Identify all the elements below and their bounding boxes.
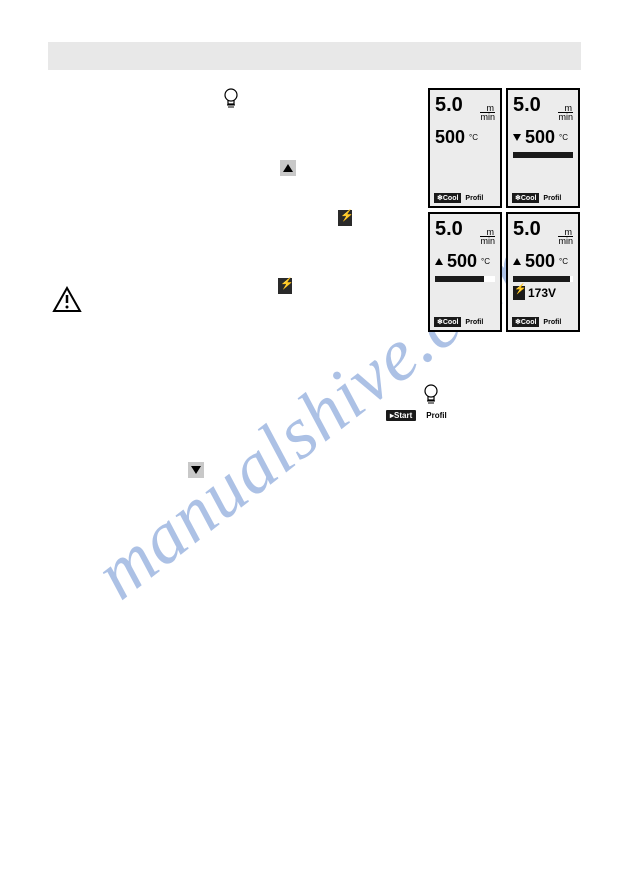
progress-bar [435, 276, 495, 282]
cool-badge: ❄Cool [512, 193, 539, 203]
lamp-icon [222, 88, 240, 108]
progress-bar [513, 276, 573, 282]
temp-unit: °C [469, 133, 478, 142]
profil-badge: Profil [465, 319, 483, 326]
triangle-down-icon [188, 462, 204, 478]
temp-unit: °C [481, 257, 490, 266]
display-panel-b: 5.0 mmin 500 °C ❄Cool Profil [506, 88, 580, 208]
speed-unit: mmin [480, 104, 495, 121]
profil-badge: Profil [465, 195, 483, 202]
flash-icon [513, 286, 525, 300]
header-bar [48, 42, 581, 70]
temp-value: 500 [525, 127, 555, 148]
triangle-up-icon [280, 160, 296, 176]
cool-badge: ❄Cool [512, 317, 539, 327]
arrow-up-icon [513, 258, 521, 265]
speed-unit: mmin [558, 228, 573, 245]
cool-badge: ❄Cool [434, 317, 461, 327]
flash-icon [338, 210, 352, 226]
voltage-value: 173V [528, 286, 556, 300]
temp-unit: °C [559, 133, 568, 142]
display-panel-d: 5.0 mmin 500 °C 173V ❄Cool Profil [506, 212, 580, 332]
temp-value: 500 [525, 251, 555, 272]
speed-value: 5.0 [435, 218, 463, 241]
speed-unit: mmin [480, 228, 495, 245]
cool-badge: ❄Cool [434, 193, 461, 203]
progress-bar [513, 152, 573, 158]
temp-value: 500 [435, 127, 465, 148]
badge-row: ▸Start Profil [386, 410, 451, 421]
profil-badge: Profil [543, 319, 561, 326]
arrow-up-icon [435, 258, 443, 265]
speed-value: 5.0 [435, 94, 463, 117]
profil-badge: Profil [422, 410, 450, 421]
speed-value: 5.0 [513, 94, 541, 117]
profil-badge: Profil [543, 195, 561, 202]
arrow-down-icon [513, 134, 521, 141]
flash-icon [278, 278, 292, 294]
start-badge: ▸Start [386, 410, 416, 421]
voltage-row: 173V [513, 286, 573, 300]
display-panels: 5.0 mmin 500 °C ❄Cool Profil 5.0 mmin 50… [428, 88, 580, 332]
lamp-icon [422, 384, 440, 404]
display-panel-a: 5.0 mmin 500 °C ❄Cool Profil [428, 88, 502, 208]
display-panel-c: 5.0 mmin 500 °C ❄Cool Profil [428, 212, 502, 332]
temp-unit: °C [559, 257, 568, 266]
warning-icon [52, 286, 82, 314]
temp-value: 500 [447, 251, 477, 272]
speed-unit: mmin [558, 104, 573, 121]
speed-value: 5.0 [513, 218, 541, 241]
